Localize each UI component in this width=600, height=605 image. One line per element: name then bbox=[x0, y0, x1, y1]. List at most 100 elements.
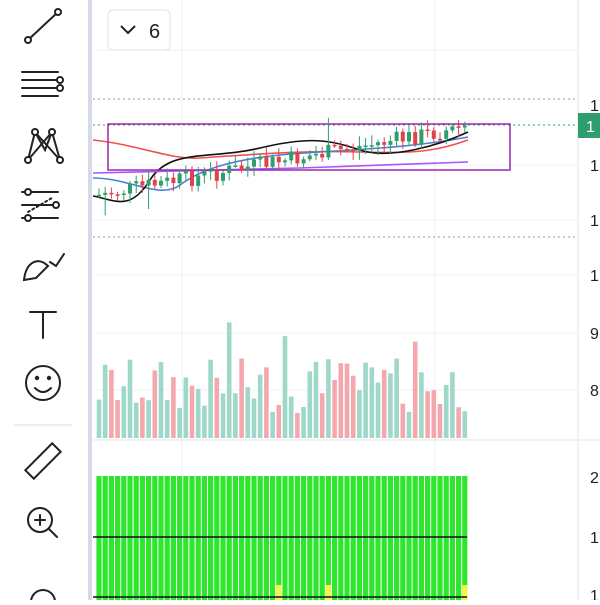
candle-body bbox=[376, 142, 380, 146]
indicator-bar bbox=[239, 476, 245, 600]
volume-bar bbox=[270, 411, 275, 438]
indicator-bar bbox=[356, 476, 362, 600]
candle-body bbox=[357, 145, 362, 151]
indicator-bar bbox=[195, 476, 201, 600]
volume-bar bbox=[313, 361, 319, 438]
indicator-bar bbox=[152, 476, 158, 600]
candle-body bbox=[320, 153, 325, 158]
candle-body bbox=[413, 132, 418, 145]
indicator-bar bbox=[313, 476, 319, 600]
indicator-bar bbox=[115, 476, 121, 600]
volume-bar bbox=[257, 374, 263, 438]
indicator-bar bbox=[381, 476, 387, 600]
candle-body bbox=[419, 129, 424, 145]
pattern-tool[interactable] bbox=[24, 128, 64, 164]
volume-bar bbox=[357, 390, 362, 438]
indicator-bar bbox=[338, 476, 344, 600]
volume-bar bbox=[96, 399, 102, 438]
candle-body bbox=[233, 165, 238, 168]
candle-body bbox=[165, 177, 170, 181]
volume-bar bbox=[369, 367, 375, 438]
volume-bar bbox=[381, 369, 387, 438]
volume-bar bbox=[177, 408, 182, 438]
fib-tool[interactable] bbox=[21, 188, 60, 222]
volume-bar bbox=[127, 359, 133, 438]
price-axis-label: 9 bbox=[590, 326, 599, 343]
volume-bar bbox=[301, 407, 306, 438]
candle-body bbox=[264, 156, 269, 167]
indicator-bar bbox=[325, 476, 331, 600]
indicator-bar bbox=[456, 476, 462, 600]
volume-bar bbox=[319, 393, 325, 438]
volume-bar bbox=[208, 359, 213, 438]
volume-bar bbox=[431, 390, 437, 438]
emoji-tool[interactable] bbox=[25, 365, 61, 401]
volume-bar bbox=[400, 403, 406, 438]
volume-bar bbox=[425, 391, 430, 438]
volume-bar bbox=[406, 411, 412, 438]
zoom-tool[interactable] bbox=[27, 507, 58, 538]
candle-body bbox=[97, 194, 101, 197]
magnet-tool[interactable] bbox=[30, 589, 56, 605]
ruler-tool[interactable] bbox=[23, 441, 63, 481]
indicator-bar bbox=[170, 476, 176, 600]
indicator-bar bbox=[363, 476, 369, 600]
volume-bar bbox=[388, 373, 393, 438]
indicator-bar bbox=[294, 476, 300, 600]
volume-bar bbox=[276, 404, 282, 438]
candle-body bbox=[152, 179, 157, 186]
indicator-bar bbox=[232, 476, 238, 600]
indicator-bar-highlight bbox=[325, 585, 331, 600]
indicator-bar bbox=[369, 476, 375, 600]
candle-body bbox=[245, 166, 250, 171]
volume-bar bbox=[456, 407, 461, 438]
volume-bar bbox=[350, 375, 356, 438]
indicator-bar bbox=[257, 476, 263, 600]
indicator-bar bbox=[301, 476, 307, 600]
volume-bar bbox=[121, 386, 127, 438]
volume-bar bbox=[115, 400, 120, 438]
indicator-bar bbox=[139, 476, 145, 600]
volume-bar bbox=[189, 385, 195, 438]
indicator-bar bbox=[400, 476, 406, 600]
indicator-bar bbox=[263, 476, 269, 600]
indicator-axis-label: 2 bbox=[590, 470, 599, 487]
text-tool[interactable] bbox=[29, 311, 57, 339]
trend-line-tool[interactable] bbox=[24, 8, 62, 44]
candle-body bbox=[252, 159, 256, 167]
rectangle-drawing[interactable] bbox=[107, 123, 511, 171]
indicator-bar bbox=[462, 476, 468, 600]
toolbar bbox=[13, 8, 73, 605]
interval-dropdown[interactable]: 6 bbox=[107, 9, 171, 51]
candle-body bbox=[382, 142, 387, 145]
volume-bar bbox=[195, 388, 201, 438]
volume-bar bbox=[264, 367, 269, 438]
price-axis-label: 1 bbox=[590, 98, 599, 115]
indicator-bar bbox=[406, 476, 412, 600]
indicator-axis-label: 1 bbox=[590, 530, 599, 547]
candle-body bbox=[369, 145, 374, 147]
candle-body bbox=[295, 151, 300, 164]
indicator-bar bbox=[164, 476, 170, 600]
candle-body bbox=[140, 181, 145, 186]
horizontal-lines-tool[interactable] bbox=[21, 71, 64, 97]
candle-body bbox=[115, 194, 120, 196]
volume-bar bbox=[307, 371, 313, 438]
volume-bar bbox=[233, 393, 238, 438]
indicator-bar bbox=[288, 476, 294, 600]
candle-body bbox=[177, 173, 182, 184]
indicator-bar bbox=[270, 476, 276, 600]
indicator-bar bbox=[332, 476, 338, 600]
volume-bar bbox=[437, 404, 443, 438]
candle-body bbox=[400, 131, 405, 142]
indicator-bar bbox=[276, 476, 282, 600]
indicator-bar-highlight bbox=[462, 585, 468, 600]
indicator-bar bbox=[449, 476, 455, 600]
brush-tool[interactable] bbox=[22, 253, 65, 282]
candle-body bbox=[450, 126, 455, 131]
candle-body bbox=[301, 159, 306, 164]
last-price-label: 1 bbox=[586, 119, 595, 136]
volume-pane bbox=[96, 322, 468, 438]
candle-body bbox=[345, 149, 349, 151]
